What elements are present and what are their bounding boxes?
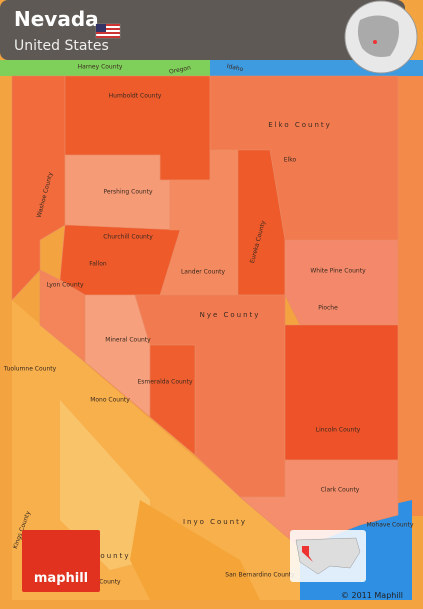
utah-area [398, 76, 423, 516]
flag-stripe [96, 36, 120, 38]
globe-land [357, 15, 399, 58]
label: Esmeralda County [137, 379, 192, 386]
label: Clark County [321, 487, 360, 494]
label: Nye County [200, 311, 261, 319]
flag-canton [96, 24, 106, 32]
label: Churchill County [103, 234, 153, 241]
nevada-highlight [302, 546, 313, 562]
label: Idaho [226, 63, 244, 73]
label: Pershing County [103, 189, 152, 196]
label: Lander County [181, 269, 226, 276]
copyright: © 2011 Maphill [341, 591, 403, 600]
label: Harney County [78, 64, 123, 71]
logo: maphill [22, 530, 100, 592]
flag-stripe [96, 24, 120, 26]
county [284, 239, 399, 326]
county [284, 324, 399, 461]
header-bar [0, 0, 405, 60]
inset-map [290, 530, 366, 582]
label: Elko County [268, 121, 332, 129]
california-county [130, 500, 260, 600]
oregon-area [0, 60, 210, 76]
label: Tuolumne County [3, 366, 57, 373]
label: Inyo County [183, 518, 247, 526]
label: Oregon [168, 64, 191, 75]
label: Humboldt County [109, 93, 162, 100]
header: Nevada United States [0, 0, 418, 74]
usa-shape [295, 537, 361, 575]
flag-stripe [96, 28, 120, 30]
label: Mohave County [367, 522, 414, 529]
label: County [94, 552, 131, 560]
label: White Pine County [310, 268, 366, 275]
label: Elko [284, 157, 297, 164]
label: San Bernardino County [225, 572, 295, 579]
california-county [60, 400, 150, 570]
subtitle: United States [14, 38, 109, 54]
counties [11, 75, 399, 549]
label: Lincoln County [316, 427, 361, 434]
label: Mineral County [105, 337, 151, 344]
title: Nevada [14, 7, 99, 31]
label: Pioche [318, 305, 338, 312]
label: Mono County [90, 397, 130, 404]
flag-stripe [96, 32, 120, 34]
flag [95, 23, 121, 39]
globe-marker [373, 40, 377, 44]
logo-box [22, 530, 100, 592]
label: Lyon County [46, 282, 84, 289]
logo-text: maphill [34, 571, 88, 586]
county [149, 344, 196, 456]
label: Fallon [89, 261, 107, 268]
